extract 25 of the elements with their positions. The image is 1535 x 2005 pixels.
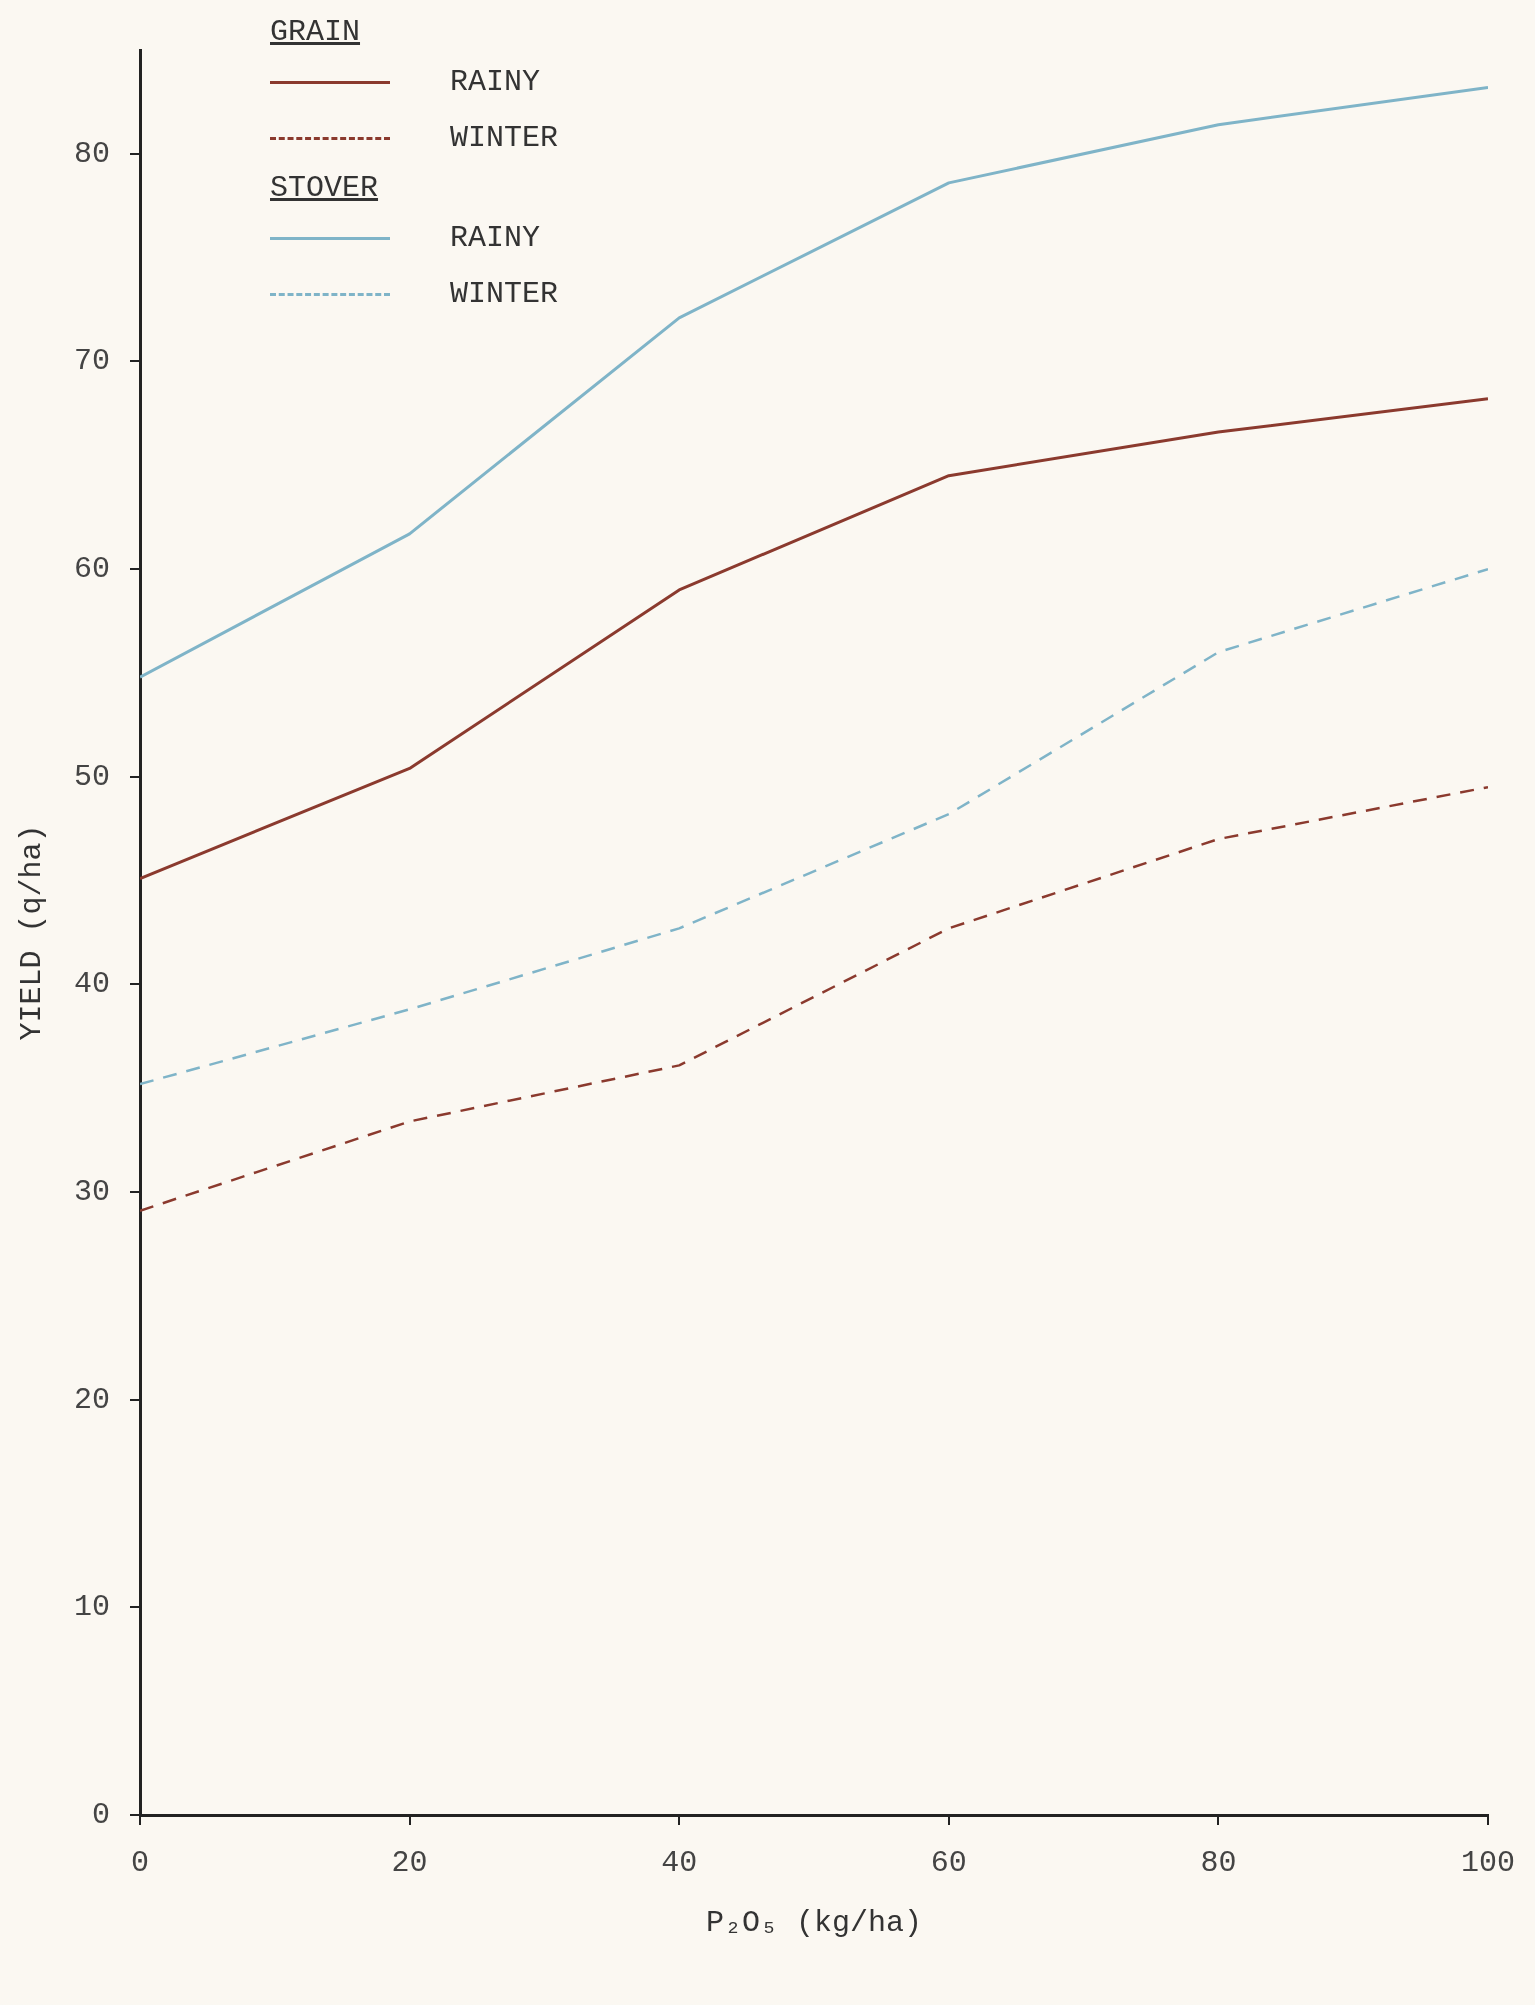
annotation: STOVER <box>270 170 380 207</box>
legend-label: RAINY <box>450 221 541 255</box>
y-tick-label: 60 <box>73 552 111 587</box>
x-tick-label: 40 <box>661 1845 698 1880</box>
x-axis-title: P₂O₅ (kg/ha) <box>705 1905 923 1940</box>
y-tick-label: 10 <box>73 1590 111 1625</box>
y-tick-label: 0 <box>91 1797 111 1832</box>
line-series <box>140 567 1488 1086</box>
legend-label: RAINY <box>450 65 541 99</box>
line-series <box>140 785 1488 1212</box>
y-tick-label: 30 <box>73 1175 111 1209</box>
y-tick-label: 50 <box>73 759 111 794</box>
x-tick-label: 20 <box>391 1845 428 1880</box>
text: GRAIN <box>270 14 361 51</box>
y-tick-label: 70 <box>73 344 111 379</box>
x-tick-label: 0 <box>131 1845 150 1880</box>
y-tick-label: 80 <box>73 136 111 171</box>
x-tick-label: 80 <box>1200 1845 1237 1880</box>
legend-label: WINTER <box>450 121 559 155</box>
y-tick-label: 40 <box>73 967 111 1002</box>
legend-label: WINTER <box>450 277 559 311</box>
x-tick-label: 100 <box>1460 1845 1515 1880</box>
x-tick-label: 60 <box>930 1845 967 1880</box>
y-tick-label: 20 <box>73 1382 111 1417</box>
y-axis-title: YIELD (q/ha) <box>14 824 49 1041</box>
